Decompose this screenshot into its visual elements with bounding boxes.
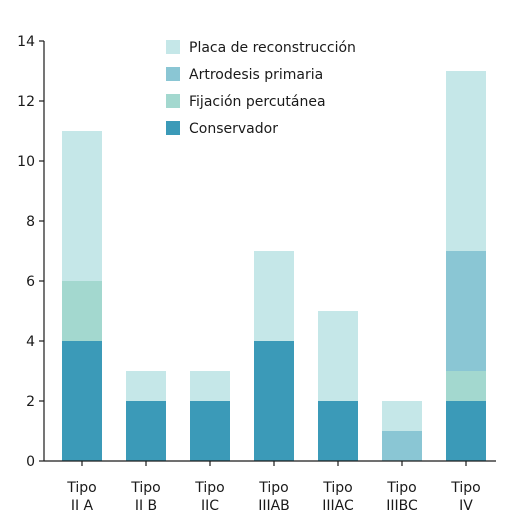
x-category-label-1: Tipo II B <box>130 480 160 514</box>
bar-segment-placa-de-reconstrucci-n-3 <box>254 251 294 341</box>
x-category-label-0: Tipo II A <box>66 480 96 514</box>
bar-segment-conservador-3 <box>254 341 294 461</box>
x-category-label-line: Tipo <box>258 480 288 496</box>
x-category-label-line: Tipo <box>386 480 416 496</box>
x-category-label-line: IV <box>459 498 473 514</box>
x-category-label-line: II A <box>71 498 94 514</box>
bar-segment-placa-de-reconstrucci-n-1 <box>126 371 166 401</box>
bar-segment-placa-de-reconstrucci-n-0 <box>62 131 102 281</box>
bar-segment-placa-de-reconstrucci-n-6 <box>446 71 486 251</box>
bar-segment-conservador-6 <box>446 401 486 461</box>
bar-segment-artrodesis-primaria-6 <box>446 251 486 371</box>
bar-segment-artrodesis-primaria-5 <box>382 431 422 461</box>
bar-segment-placa-de-reconstrucci-n-2 <box>190 371 230 401</box>
x-category-label-2: Tipo IIC <box>194 480 224 514</box>
bar-segment-fijaci-n-percut-nea-6 <box>446 371 486 401</box>
x-category-label-line: Tipo <box>194 480 224 496</box>
x-category-label-line: Tipo <box>450 480 480 496</box>
y-tick-label-8: 8 <box>26 214 35 230</box>
y-tick-label-12: 12 <box>17 94 35 110</box>
y-tick-label-0: 0 <box>26 454 35 470</box>
legend-label-2: Fijación percutánea <box>189 94 326 110</box>
x-category-label-4: Tipo IIIAC <box>322 480 354 514</box>
x-category-label-6: Tipo IV <box>450 480 480 514</box>
bar-segment-conservador-1 <box>126 401 166 461</box>
y-tick-label-14: 14 <box>17 34 35 50</box>
x-category-label-line: IIIAB <box>258 498 290 514</box>
legend-swatch-0 <box>166 40 180 54</box>
x-category-label-line: Tipo <box>322 480 352 496</box>
bar-segment-fijaci-n-percut-nea-0 <box>62 281 102 341</box>
bar-segment-conservador-4 <box>318 401 358 461</box>
legend-label-1: Artrodesis primaria <box>189 67 323 83</box>
legend-label-0: Placa de reconstrucción <box>189 40 356 56</box>
x-category-label-line: IIC <box>201 498 219 514</box>
bars-layer <box>62 71 486 461</box>
legend-swatch-2 <box>166 94 180 108</box>
bar-segment-placa-de-reconstrucci-n-5 <box>382 401 422 431</box>
bar-segment-conservador-0 <box>62 341 102 461</box>
legend-swatch-3 <box>166 121 180 135</box>
y-tick-label-4: 4 <box>26 334 35 350</box>
x-category-label-line: IIIBC <box>386 498 418 514</box>
legend-label-3: Conservador <box>189 121 278 137</box>
legend-swatch-1 <box>166 67 180 81</box>
x-category-label-line: Tipo <box>130 480 160 496</box>
y-ticks-layer: 0 2 4 6 8 10 12 14 <box>17 34 44 470</box>
bar-segment-placa-de-reconstrucci-n-4 <box>318 311 358 401</box>
bar-segment-conservador-2 <box>190 401 230 461</box>
x-category-label-line: Tipo <box>66 480 96 496</box>
y-tick-label-10: 10 <box>17 154 35 170</box>
x-category-label-3: Tipo IIIAB <box>258 480 290 514</box>
y-tick-label-6: 6 <box>26 274 35 290</box>
x-labels-layer: Tipo II A Tipo II B Tipo IIC Tipo IIIAB Tipo IIIA… <box>66 461 481 514</box>
x-category-label-5: Tipo IIIBC <box>386 480 418 514</box>
legend: Placa de reconstrucción Artrodesis primar… <box>166 40 356 137</box>
axes-layer <box>43 41 496 462</box>
x-category-label-line: II B <box>135 498 157 514</box>
y-tick-label-2: 2 <box>26 394 35 410</box>
x-category-label-line: IIIAC <box>322 498 354 514</box>
